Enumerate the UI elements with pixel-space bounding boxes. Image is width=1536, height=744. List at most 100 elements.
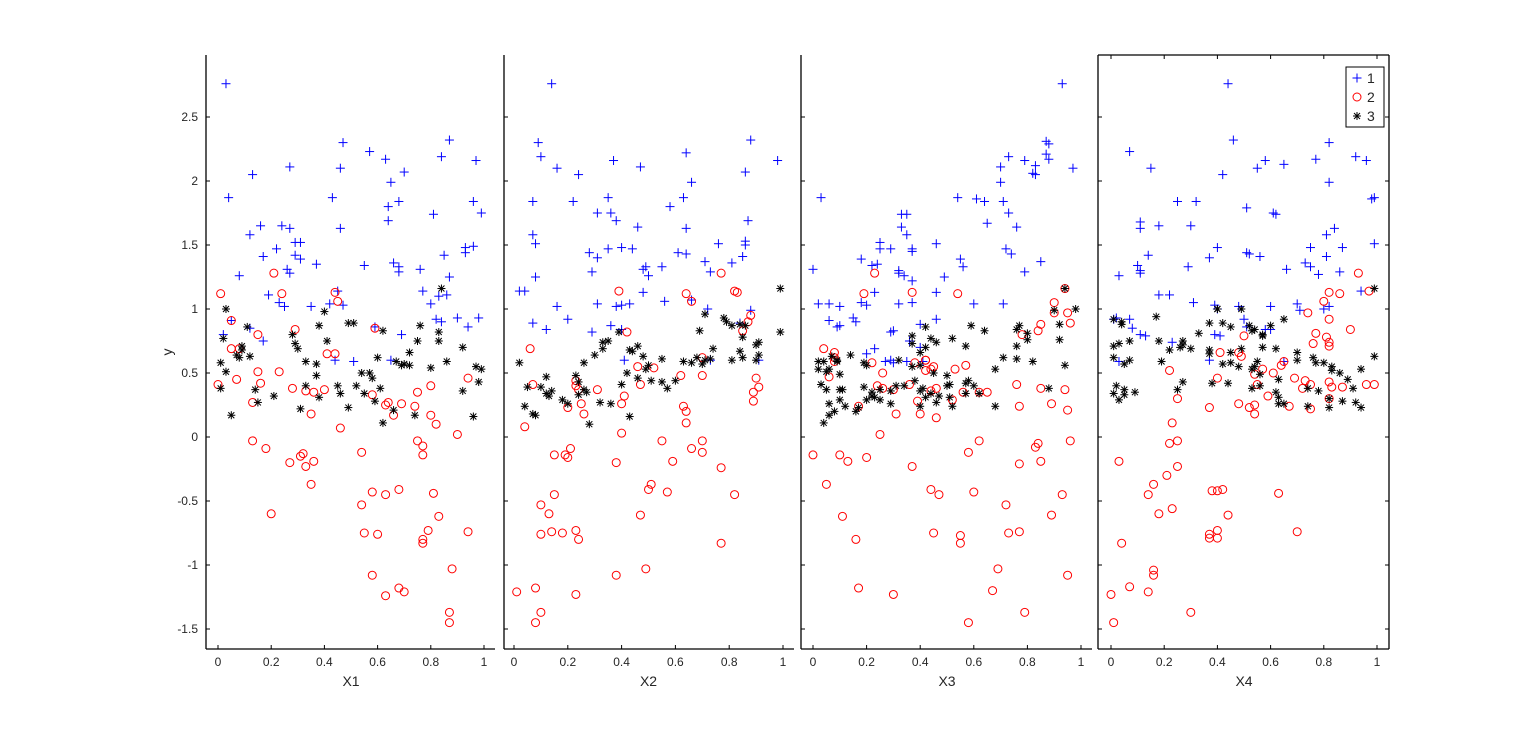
asterisk-marker [886,399,895,408]
circle-marker [1258,364,1268,374]
asterisk-marker [392,357,401,366]
asterisk-marker [606,399,615,408]
asterisk-marker [426,363,435,372]
asterisk-marker [1335,369,1344,377]
circle-marker [261,444,271,454]
plus-marker [1127,323,1137,333]
circle-marker [681,418,691,428]
circle-marker [697,447,707,457]
circle-marker [394,583,404,593]
asterisk-marker [1250,325,1259,334]
circle-marker [359,528,369,538]
asterisk-marker [344,403,353,412]
plus-marker [386,177,396,187]
plus-marker [248,170,258,180]
legend: 1 2 3 [1345,66,1385,128]
asterisk-marker [892,381,901,390]
plus-marker [1244,249,1254,259]
plus-marker [258,336,268,346]
asterisk-marker [948,334,957,343]
plus-marker [896,209,906,219]
plus-marker [1228,135,1238,145]
asterisk-marker [1226,348,1235,357]
plus-marker [1135,330,1145,340]
circle-marker [934,490,944,500]
asterisk-marker [633,342,642,351]
circle-marker [1186,607,1196,617]
asterisk-marker [692,353,701,362]
x-tick-label: 0.8 [422,655,439,669]
asterisk-marker [1157,357,1166,366]
circle-marker [1114,456,1124,466]
asterisk-marker [841,402,850,411]
plus-marker [592,208,602,218]
circle-marker [754,382,764,392]
asterisk-marker [921,322,930,331]
asterisk-marker [571,371,580,380]
asterisk-marker [819,418,828,427]
asterisk-marker [647,376,656,385]
plus-marker [603,244,613,254]
plus-marker [224,193,234,203]
asterisk-marker [523,383,532,392]
circle-marker [1167,418,1177,428]
asterisk-marker [671,376,680,385]
asterisk-marker [943,381,951,390]
y-tick-label: -1.5 [177,622,198,636]
asterisk-marker [336,389,345,398]
plus-marker [746,135,756,145]
plus-marker [681,223,691,233]
plus-marker [1186,221,1196,231]
asterisk-marker [1205,319,1214,328]
circle-marker [662,487,672,497]
asterisk-marker [695,326,704,335]
circle-marker [1300,376,1310,386]
circle-marker [716,538,726,548]
plus-marker [773,156,783,166]
circle-marker [953,289,963,299]
plus-marker [333,286,343,296]
panel-2: 0 0.2 0.4 0.6 0.8 1 X2 [503,55,794,689]
circle-marker [1106,589,1116,599]
asterisk-marker [687,358,696,367]
asterisk-marker [235,353,244,362]
asterisk-marker [547,386,556,395]
circle-marker [1143,587,1153,597]
circle-marker [843,456,853,466]
circle-marker [330,349,340,359]
plus-marker [327,193,337,203]
circle-marker [426,410,436,420]
circle-marker [808,450,818,460]
plus-marker [1239,314,1249,324]
plus-marker [1154,221,1164,231]
circle-marker [444,618,454,628]
circle-marker [751,373,761,383]
circle-marker [854,583,864,593]
plus-marker [1068,163,1078,173]
plus-marker [606,321,616,331]
series-2 [213,268,473,628]
asterisk-marker [709,344,718,353]
circle-marker [285,458,295,468]
asterisk-marker [657,377,666,386]
plus-marker [399,167,409,177]
legend-entry-1: 1 [1352,70,1375,86]
circle-marker [1250,409,1260,419]
circle-marker [418,538,428,548]
y-tick-label: -0.5 [177,494,198,508]
plus-marker [587,267,597,277]
asterisk-marker [918,384,927,393]
circle-marker [931,383,941,393]
asterisk-marker [315,321,324,330]
circle-marker [1063,570,1073,580]
circle-marker [549,490,559,500]
plus-marker [606,208,616,218]
plus-marker [381,154,391,164]
asterisk-marker [822,385,831,394]
circle-marker [269,268,279,278]
asterisk-marker [469,412,478,421]
plus-marker [587,327,597,337]
asterisk-marker [1109,389,1118,398]
asterisk-marker [253,398,262,407]
asterisk-marker [1152,312,1161,321]
